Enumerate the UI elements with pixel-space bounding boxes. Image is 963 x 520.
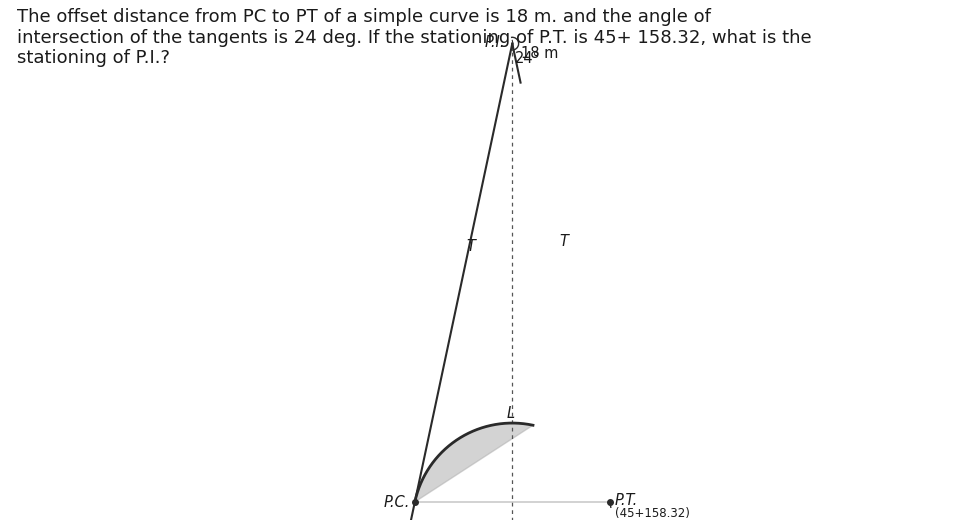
- Text: 18 m: 18 m: [521, 46, 559, 61]
- Text: 24°: 24°: [514, 50, 540, 66]
- Text: T: T: [560, 234, 568, 249]
- Text: P.C.: P.C.: [383, 496, 410, 510]
- Text: (45+158.32): (45+158.32): [614, 507, 690, 520]
- Text: P.T.: P.T.: [614, 493, 638, 508]
- Text: The offset distance from PC to PT of a simple curve is 18 m. and the angle of
in: The offset distance from PC to PT of a s…: [17, 8, 812, 68]
- Text: T: T: [467, 239, 476, 254]
- Text: L: L: [507, 406, 515, 421]
- Polygon shape: [415, 423, 610, 502]
- Text: P.I.: P.I.: [484, 35, 505, 50]
